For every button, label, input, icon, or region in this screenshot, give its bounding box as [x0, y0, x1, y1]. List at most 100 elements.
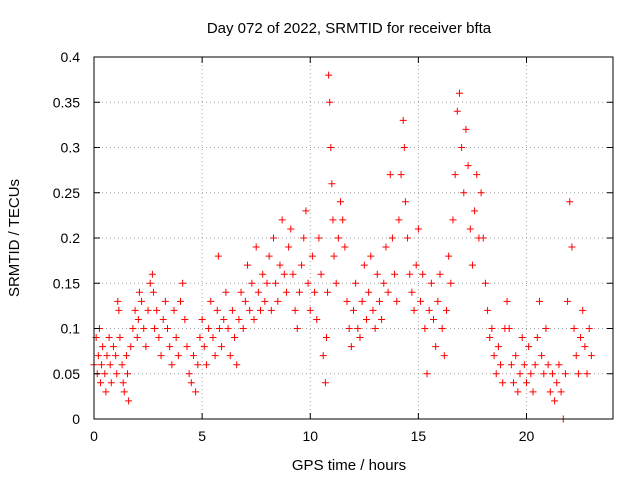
- data-point: [499, 379, 507, 387]
- data-point: [179, 279, 187, 287]
- data-point: [322, 334, 330, 342]
- data-point: [447, 279, 455, 287]
- data-point: [96, 379, 104, 387]
- data-point: [514, 388, 522, 396]
- data-point: [494, 343, 502, 351]
- data-point: [101, 370, 109, 378]
- data-point: [233, 361, 241, 369]
- data-point: [259, 270, 267, 278]
- data-point: [332, 279, 340, 287]
- data-point: [527, 370, 535, 378]
- y-axis-label: SRMTID / TECUs: [6, 179, 23, 297]
- data-point: [334, 234, 342, 242]
- data-point: [146, 279, 154, 287]
- data-point: [585, 325, 593, 332]
- data-point: [538, 352, 546, 360]
- data-point: [304, 279, 312, 287]
- data-point: [94, 352, 102, 360]
- data-point: [356, 334, 364, 342]
- data-point: [587, 352, 595, 360]
- data-point: [272, 279, 280, 287]
- data-point: [118, 361, 126, 369]
- axis-ticks: [93, 56, 613, 420]
- data-point: [116, 334, 124, 342]
- data-point: [464, 162, 472, 170]
- data-point: [278, 216, 286, 224]
- grid: [94, 57, 613, 419]
- data-point: [106, 361, 114, 369]
- data-point: [445, 252, 453, 260]
- data-point: [577, 334, 585, 342]
- data-point: [555, 361, 563, 369]
- data-point: [224, 325, 232, 332]
- data-point: [337, 198, 345, 206]
- data-point: [239, 325, 247, 332]
- data-point: [481, 279, 489, 287]
- data-point: [324, 288, 332, 296]
- y-tick-label: 0.3: [61, 140, 81, 156]
- data-point: [473, 171, 481, 179]
- data-point: [404, 234, 412, 242]
- data-point: [477, 189, 485, 197]
- data-point: [384, 288, 392, 296]
- data-point: [406, 270, 414, 278]
- data-point: [153, 306, 161, 314]
- data-point: [109, 343, 117, 351]
- data-point: [574, 370, 582, 378]
- data-point: [432, 343, 440, 351]
- data-point: [127, 343, 135, 351]
- data-point: [261, 297, 269, 305]
- data-point: [254, 288, 262, 296]
- data-point: [315, 234, 323, 242]
- data-point: [566, 198, 574, 206]
- data-point: [265, 252, 273, 260]
- y-tick-label: 0.35: [53, 94, 80, 110]
- data-point: [276, 261, 284, 269]
- x-tick-label: 15: [411, 428, 427, 444]
- data-point: [347, 343, 355, 351]
- data-point: [373, 270, 381, 278]
- data-point: [358, 297, 366, 305]
- data-point: [518, 334, 526, 342]
- data-point: [414, 225, 422, 233]
- data-point: [300, 234, 308, 242]
- chart-title: Day 072 of 2022, SRMTID for receiver bft…: [207, 20, 492, 37]
- data-point: [115, 306, 123, 314]
- data-point: [497, 361, 505, 369]
- data-point: [399, 116, 407, 124]
- data-point: [421, 325, 429, 332]
- data-point: [131, 306, 139, 314]
- data-point: [350, 306, 357, 314]
- data-point: [103, 352, 111, 360]
- x-tick-label: 20: [519, 428, 535, 444]
- data-point: [583, 370, 591, 378]
- data-point: [244, 261, 252, 269]
- data-point: [280, 270, 288, 278]
- data-point: [516, 370, 524, 378]
- data-point: [168, 361, 176, 369]
- data-point: [125, 397, 133, 405]
- data-point: [397, 171, 405, 179]
- data-point: [263, 279, 271, 287]
- data-point: [436, 270, 444, 278]
- data-point: [166, 343, 174, 351]
- data-point: [520, 361, 528, 369]
- data-point: [471, 207, 479, 215]
- data-point: [579, 306, 587, 314]
- data-point: [378, 315, 386, 323]
- data-point: [425, 306, 433, 314]
- data-point: [572, 352, 580, 360]
- data-point: [570, 325, 578, 332]
- x-tick-label: 5: [198, 428, 206, 444]
- data-point: [148, 270, 156, 278]
- data-point: [250, 315, 258, 323]
- data-point: [157, 352, 165, 360]
- data-point: [434, 297, 442, 305]
- data-point: [226, 352, 234, 360]
- y-tick-label: 0.1: [61, 321, 81, 337]
- data-point: [423, 370, 431, 378]
- data-point: [529, 388, 537, 396]
- data-point: [241, 297, 249, 305]
- data-point: [488, 325, 496, 332]
- data-point: [237, 288, 245, 296]
